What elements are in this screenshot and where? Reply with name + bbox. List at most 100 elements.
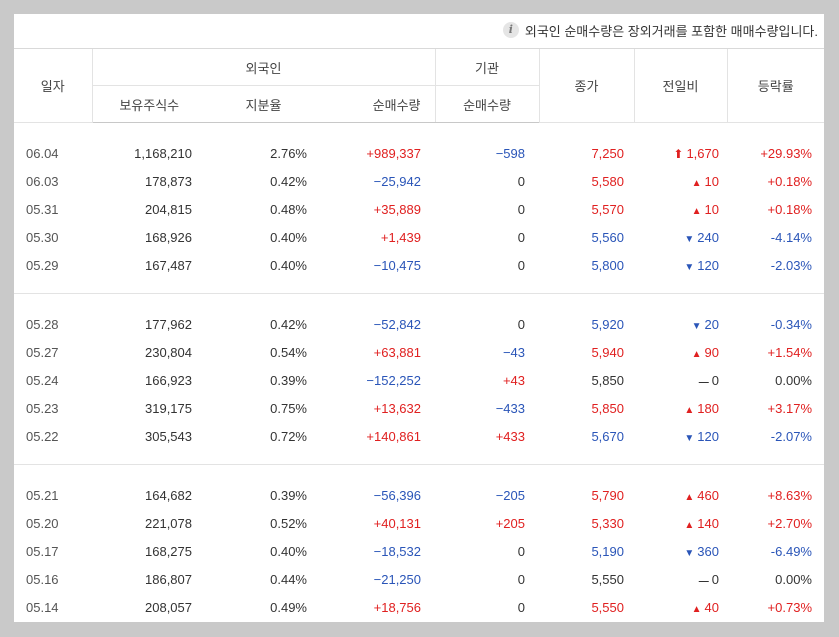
cell-rate: +8.63% xyxy=(767,487,812,503)
cell-holdings: 186,807 xyxy=(145,571,192,587)
investor-trading-panel: i 외국인 순매수량은 장외거래를 포함한 매매수량입니다. 일자 외국인 기관… xyxy=(14,14,824,622)
cell-institution-net: −205 xyxy=(495,487,525,503)
cell-ratio: 0.72% xyxy=(206,422,321,465)
cell-institution-net: 0 xyxy=(517,543,525,559)
cell-foreign-net: −52,842 xyxy=(373,316,421,332)
table-row: 05.20 221,078 0.52% +40,131 +205 5,330 ▲ 140 +2.… xyxy=(14,509,824,537)
cell-change: ▼ 120 xyxy=(634,422,727,465)
dash-icon: — xyxy=(698,575,709,587)
cell-ratio: 0.40% xyxy=(206,251,321,294)
cell-institution-net: −433 xyxy=(495,400,525,416)
cell-close: 5,920 xyxy=(591,316,624,332)
cell-date: 06.04 xyxy=(26,145,59,161)
cell-change: ▲ 10 xyxy=(634,195,727,223)
cell-holdings: 168,275 xyxy=(145,543,192,559)
cell-rate: 0.00% xyxy=(775,571,812,587)
table-row: 05.29 167,487 0.40% −10,475 0 5,800 ▼ 120 -2.03% xyxy=(14,251,824,294)
cell-change: ▲ 10 xyxy=(634,167,727,195)
dash-icon: — xyxy=(698,376,709,388)
cell-close: 5,570 xyxy=(591,201,624,217)
cell-close: 5,850 xyxy=(591,400,624,416)
cell-institution-net: 0 xyxy=(517,173,525,189)
cell-date: 05.14 xyxy=(26,599,59,615)
cell-date: 05.22 xyxy=(14,422,92,465)
cell-close: 5,550 xyxy=(591,599,624,615)
change-value: 0 xyxy=(711,372,719,388)
cell-change: ▲ 180 xyxy=(634,394,727,422)
cell-foreign-net: +35,889 xyxy=(373,201,421,217)
header-foreign-net: 순매수량 xyxy=(321,85,435,123)
cell-rate: +0.73% xyxy=(767,599,812,615)
table-row: 05.28 177,962 0.42% −52,842 0 5,920 ▼ 20 -0.34% xyxy=(14,294,824,339)
triangle-up-icon: ▲ xyxy=(691,348,702,360)
cell-date: 05.16 xyxy=(26,571,59,587)
cell-change: —0 xyxy=(634,565,727,593)
change-value: 0 xyxy=(711,571,719,587)
cell-close: 5,790 xyxy=(591,487,624,503)
cell-foreign-net: −10,475 xyxy=(321,251,435,294)
cell-close: 5,560 xyxy=(591,229,624,245)
cell-change: ▼ 120 xyxy=(634,251,727,294)
header-institution-net: 순매수량 xyxy=(434,85,539,123)
table-row: 05.31 204,815 0.48% +35,889 0 5,570 ▲ 10 +0.18% xyxy=(14,195,824,223)
cell-date: 06.03 xyxy=(26,173,59,189)
cell-ratio: 2.76% xyxy=(270,145,307,161)
cell-date: 05.21 xyxy=(26,487,59,503)
notice: i 외국인 순매수량은 장외거래를 포함한 매매수량입니다. xyxy=(502,20,818,40)
cell-holdings: 221,078 xyxy=(145,515,192,531)
arrow-up-bold-icon: ⬆ xyxy=(673,146,684,161)
cell-foreign-net: −18,532 xyxy=(373,543,421,559)
change-value: 460 xyxy=(697,487,719,503)
cell-ratio: 0.39% xyxy=(270,487,307,503)
cell-rate: -6.49% xyxy=(770,543,812,559)
cell-ratio: 0.54% xyxy=(270,344,307,360)
cell-date: 05.31 xyxy=(26,201,59,217)
table-row: 05.21 164,682 0.39% −56,396 −205 5,790 ▲ 460 +8.… xyxy=(14,465,824,510)
cell-rate: +1.54% xyxy=(767,344,812,360)
cell-ratio: 0.42% xyxy=(270,316,307,332)
triangle-up-icon: ▲ xyxy=(684,519,695,531)
change-value: 90 xyxy=(704,344,719,360)
table-row: 05.24 166,923 0.39% −152,252 +43 5,850 —0 0.00% xyxy=(14,366,824,394)
cell-institution-net: 0 xyxy=(517,229,525,245)
table-row: 05.17 168,275 0.40% −18,532 0 5,190 ▼ 360 -6.49% xyxy=(14,537,824,565)
change-value: 10 xyxy=(704,173,719,189)
cell-rate: -0.34% xyxy=(770,316,812,332)
cell-rate: +29.93% xyxy=(760,145,812,161)
header-change: 전일비 xyxy=(633,48,727,123)
change-value: 180 xyxy=(697,400,719,416)
cell-foreign-net: +13,632 xyxy=(373,400,421,416)
cell-close: 5,190 xyxy=(591,543,624,559)
cell-change: ▼ 360 xyxy=(634,537,727,565)
cell-ratio: 0.40% xyxy=(270,229,307,245)
change-value: 240 xyxy=(697,229,719,245)
cell-close: 5,800 xyxy=(539,251,634,294)
cell-ratio: 0.44% xyxy=(270,571,307,587)
cell-institution-net: +205 xyxy=(495,515,525,531)
header-rate: 등락률 xyxy=(726,48,824,123)
cell-foreign-net: +989,337 xyxy=(366,145,421,161)
cell-holdings: 319,175 xyxy=(145,400,192,416)
cell-foreign-net: +140,861 xyxy=(321,422,435,465)
table-row: 05.27 230,804 0.54% +63,881 −43 5,940 ▲ 90 +1.54… xyxy=(14,338,824,366)
info-icon[interactable]: i xyxy=(502,22,519,38)
cell-institution-net: 0 xyxy=(435,251,539,294)
header-date: 일자 xyxy=(14,48,92,123)
cell-foreign-net: +40,131 xyxy=(373,515,421,531)
table-row: 05.30 168,926 0.40% +1,439 0 5,560 ▼ 240 -4.14% xyxy=(14,223,824,251)
cell-foreign-net: −21,250 xyxy=(373,571,421,587)
cell-ratio: 0.48% xyxy=(270,201,307,217)
cell-close: 5,850 xyxy=(591,372,624,388)
triangle-up-icon: ▲ xyxy=(691,205,702,217)
change-value: 1,670 xyxy=(686,145,719,161)
triangle-down-icon: ▼ xyxy=(684,432,695,444)
change-value: 120 xyxy=(697,257,719,273)
cell-rate: -2.07% xyxy=(727,422,824,465)
table-body: 06.04 1,168,210 2.76% +989,337 −598 7,250 ⬆ 1,6… xyxy=(14,123,824,636)
cell-ratio: 0.49% xyxy=(270,599,307,615)
cell-institution-net: −43 xyxy=(502,344,525,360)
cell-institution-net: +433 xyxy=(435,422,539,465)
triangle-up-icon: ▲ xyxy=(684,404,695,416)
triangle-down-icon: ▼ xyxy=(691,320,702,332)
cell-ratio: 0.52% xyxy=(270,515,307,531)
